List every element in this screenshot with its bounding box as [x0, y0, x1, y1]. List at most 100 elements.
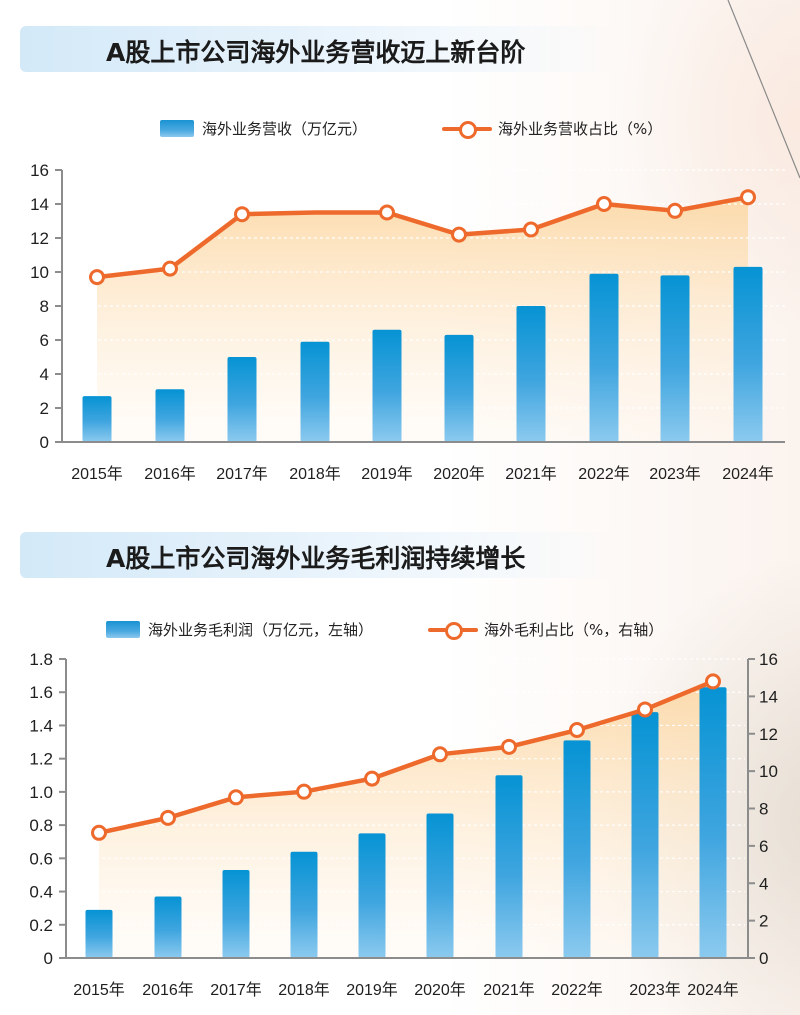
- line-marker: [523, 221, 539, 238]
- chart1-legend: 海外业务营收（万亿元） 海外业务营收占比（%）: [160, 118, 720, 140]
- y-tick-label: 1.6: [29, 683, 53, 702]
- chart2-legend-bar: 海外业务毛利润（万亿元，左轴）: [106, 619, 373, 640]
- x-tick-label: 2020年: [414, 981, 466, 999]
- x-tick-label: 2021年: [505, 465, 557, 483]
- y-tick-label: 0.2: [29, 916, 53, 935]
- line-marker-swatch-icon: [442, 120, 492, 139]
- line-marker: [160, 809, 176, 826]
- line-marker: [705, 673, 721, 690]
- bar: [154, 896, 182, 958]
- line-marker: [89, 269, 105, 286]
- bar: [631, 712, 659, 958]
- y-tick-label: 8: [40, 297, 49, 316]
- y-tick-label: 14: [30, 195, 49, 214]
- bar-swatch-icon: [106, 621, 140, 638]
- bar: [82, 396, 112, 442]
- line-area-fill: [99, 681, 713, 958]
- bar-swatch-icon: [160, 120, 194, 137]
- chart1-legend-line-label: 海外业务营收占比（%）: [498, 120, 663, 138]
- y2-tick-label: 12: [759, 725, 778, 744]
- y2-tick-label: 14: [759, 687, 778, 706]
- line-marker-swatch-icon: [428, 621, 478, 640]
- x-tick-label: 2022年: [578, 465, 630, 483]
- y2-tick-label: 8: [759, 800, 768, 819]
- bar: [699, 687, 727, 958]
- bar: [290, 851, 318, 958]
- x-tick-label: 2024年: [687, 981, 739, 999]
- y-tick-label: 1.4: [29, 716, 53, 735]
- chart1-legend-bar-label: 海外业务营收（万亿元）: [202, 120, 368, 138]
- bar: [660, 275, 690, 442]
- line-marker: [596, 196, 612, 212]
- y-tick-label: 6: [40, 331, 49, 350]
- y-tick-label: 2: [40, 399, 49, 418]
- bar: [516, 306, 546, 442]
- bar: [300, 341, 330, 442]
- x-tick-label: 2018年: [278, 981, 330, 999]
- x-tick-label: 2016年: [142, 981, 194, 999]
- y-tick-label: 0.6: [29, 849, 53, 868]
- line-marker: [451, 226, 467, 243]
- y2-tick-label: 2: [759, 912, 768, 931]
- line-area-fill: [97, 197, 748, 442]
- y2-tick-label: 16: [759, 650, 778, 669]
- y-tick-label: 0: [44, 949, 53, 968]
- x-tick-label: 2019年: [361, 465, 413, 483]
- chart1-title-band: A股上市公司海外业务营收迈上新台阶: [20, 26, 620, 72]
- line-marker: [296, 783, 312, 800]
- line-marker: [228, 789, 244, 806]
- y-tick-label: 12: [30, 229, 49, 248]
- x-tick-label: 2015年: [73, 981, 125, 999]
- bar: [563, 740, 591, 958]
- y-tick-label: 16: [30, 161, 49, 180]
- y-tick-label: 4: [40, 365, 49, 384]
- y-tick-label: 0: [40, 433, 49, 452]
- x-tick-label: 2016年: [144, 465, 196, 483]
- x-tick-label: 2023年: [629, 981, 681, 999]
- chart2-title-band: A股上市公司海外业务毛利润持续增长: [20, 532, 620, 578]
- bar: [426, 813, 454, 958]
- x-tick-label: 2023年: [649, 465, 701, 483]
- chart2-legend-line-label: 海外毛利占比（%，右轴）: [484, 621, 664, 639]
- y2-tick-label: 10: [759, 762, 778, 781]
- y-tick-label: 10: [30, 263, 49, 282]
- series-line: [96, 679, 716, 836]
- y-tick-label: 1.8: [29, 650, 53, 669]
- line-marker: [432, 746, 448, 763]
- chart1-legend-bar: 海外业务营收（万亿元）: [160, 118, 367, 139]
- line-marker: [667, 202, 683, 219]
- chart2-legend-line: 海外毛利占比（%，右轴）: [428, 619, 663, 640]
- line-marker: [234, 206, 250, 223]
- y2-tick-label: 6: [759, 837, 768, 856]
- line-marker: [379, 204, 395, 221]
- line-marker: [91, 824, 107, 841]
- bar: [222, 869, 250, 958]
- x-tick-label: 2021年: [483, 981, 535, 999]
- line-marker: [364, 770, 380, 787]
- chart1-legend-line: 海外业务营收占比（%）: [442, 118, 662, 139]
- chart1-plot: 0 2 4 6 8 10 12 14 16 2015年 2016年 2017年 2018年 2019年 20…: [30, 161, 785, 483]
- x-tick-label: 2020年: [433, 465, 485, 483]
- bar: [155, 389, 185, 442]
- x-tick-label: 2022年: [551, 981, 603, 999]
- y2-tick-label: 4: [759, 874, 768, 893]
- line-marker: [637, 701, 653, 718]
- series-line: [94, 194, 751, 280]
- line-marker: [740, 189, 756, 206]
- chart2-legend-bar-label: 海外业务毛利润（万亿元，左轴）: [148, 621, 374, 639]
- chart2-legend: 海外业务毛利润（万亿元，左轴） 海外毛利占比（%，右轴）: [106, 619, 726, 641]
- line-marker: [162, 260, 178, 277]
- y-tick-label: 0.4: [29, 883, 53, 902]
- y-tick-label: 1.0: [29, 783, 53, 802]
- bar: [372, 329, 402, 442]
- x-tick-label: 2015年: [71, 465, 123, 483]
- bar: [733, 266, 763, 442]
- line-marker: [501, 738, 517, 755]
- line-marker: [569, 722, 585, 739]
- bar: [85, 909, 113, 958]
- chart1-title: A股上市公司海外业务营收迈上新台阶: [106, 38, 526, 67]
- y-tick-label: 1.2: [29, 750, 53, 769]
- bar: [495, 775, 523, 958]
- y2-tick-label: 0: [759, 949, 768, 968]
- x-tick-label: 2018年: [289, 465, 341, 483]
